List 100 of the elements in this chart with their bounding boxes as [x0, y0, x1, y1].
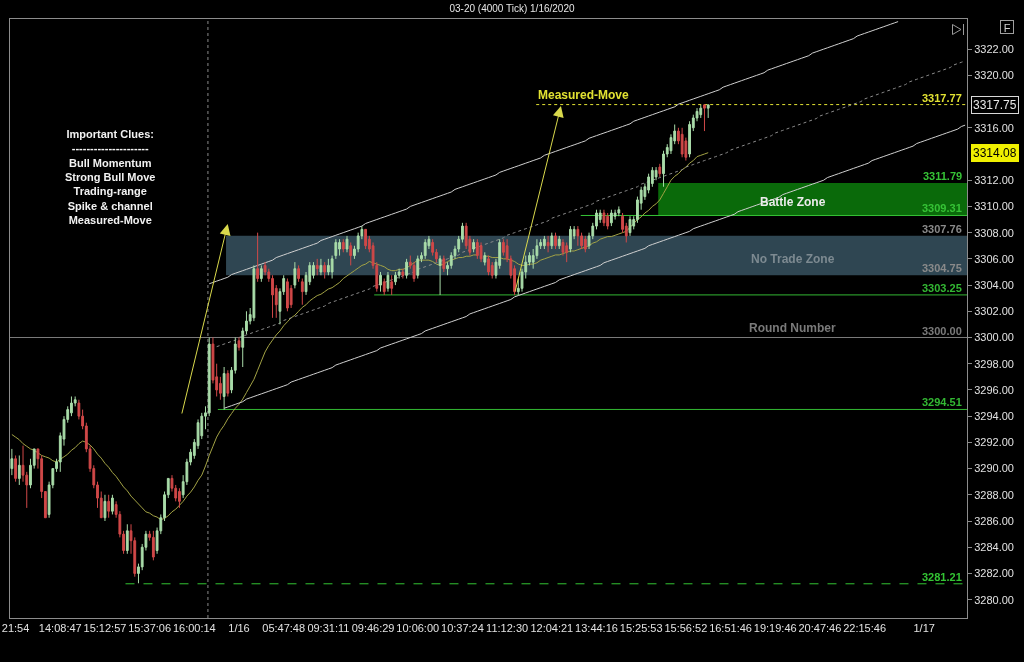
candlestick — [706, 104, 710, 119]
x-tick-label: 10:06:00 — [396, 622, 440, 635]
x-tick-label: 15:25:53 — [619, 622, 663, 635]
candlestick — [554, 232, 557, 250]
candlestick — [103, 494, 107, 522]
x-tick-label: 14:08:47 — [38, 622, 82, 635]
candlestick — [178, 487, 181, 509]
candlestick — [483, 251, 487, 266]
y-tick-label: 3280.00 — [974, 593, 1014, 606]
y-tick-label: 3300.00 — [974, 331, 1014, 344]
candlestick — [583, 235, 587, 253]
x-tick-label: 16:00:14 — [172, 622, 216, 635]
annotation: 3304.75 — [922, 262, 962, 274]
candlestick — [569, 225, 572, 253]
candlestick — [438, 255, 442, 296]
candlestick — [222, 366, 226, 411]
candlestick — [256, 232, 260, 283]
candlestick — [300, 278, 304, 306]
candlestick — [286, 278, 289, 312]
line-series — [208, 21, 899, 285]
annotation: 3303.25 — [922, 282, 962, 294]
chart-title: 03-20 (4000 Tick) 1/16/2020 — [449, 2, 575, 14]
ref-line-label: Round Number — [749, 321, 836, 335]
line-series — [216, 60, 966, 348]
x-tick-label: 1/17 — [913, 622, 935, 635]
x-tick-label: 12:04:21 — [530, 622, 574, 635]
y-tick-label: 3302.00 — [974, 305, 1014, 318]
candlestick — [349, 241, 353, 266]
candlestick — [565, 241, 569, 263]
x-tick-label: 05:47:48 — [262, 622, 306, 635]
candlestick — [393, 271, 397, 286]
y-tick-label: 3320.00 — [974, 69, 1014, 82]
text: 3317.75 — [973, 98, 1017, 112]
candlestick — [386, 271, 390, 293]
y-tick-label: 3306.00 — [974, 252, 1014, 265]
x-tick-label: 19:19:46 — [753, 622, 797, 635]
candlestick — [107, 494, 111, 519]
candlestick — [226, 369, 230, 397]
candlestick — [557, 235, 561, 250]
y-tick-label: 3282.00 — [974, 567, 1014, 580]
candlestick — [382, 278, 386, 296]
candlestick — [606, 212, 610, 230]
y-tick-label: 3298.00 — [974, 357, 1014, 370]
band-label: Battle Zone — [760, 195, 826, 209]
candlestick — [17, 454, 21, 486]
y-tick-label: 3286.00 — [974, 514, 1014, 527]
text: 3314.08 — [973, 146, 1017, 160]
y-tick-label: 3296.00 — [974, 383, 1014, 396]
candlestick — [10, 448, 14, 476]
candlestick — [323, 261, 327, 280]
candlestick — [680, 127, 684, 158]
candlestick — [475, 238, 479, 260]
candlestick — [609, 209, 613, 227]
y-tick-label: 3322.00 — [974, 43, 1014, 55]
annotation: 3294.51 — [922, 396, 962, 408]
candlestick — [416, 255, 420, 280]
candlestick — [151, 530, 155, 561]
y-tick-label: 3304.00 — [974, 278, 1014, 291]
candlestick — [487, 255, 490, 276]
x-tick-label: 1/16 — [228, 622, 250, 635]
y-tick-label: 3292.00 — [974, 436, 1014, 449]
candlestick — [617, 205, 621, 217]
annotation: 3281.21 — [922, 571, 962, 583]
candlestick — [602, 209, 606, 227]
annotation: 3311.79 — [923, 170, 963, 182]
x-tick-label: 22:15:46 — [843, 622, 887, 635]
candlestick — [297, 264, 300, 283]
y-tick-label: 3288.00 — [974, 488, 1014, 501]
candlestick — [364, 228, 368, 250]
candlestick — [14, 454, 17, 483]
y-tick-label: 3290.00 — [974, 462, 1014, 475]
y-tick-label: 3316.00 — [974, 121, 1014, 134]
candlestick — [125, 523, 129, 555]
candlestick — [405, 258, 408, 280]
annotation: 3317.77 — [922, 92, 962, 104]
x-tick-label: 09:46:29 — [351, 622, 395, 635]
candlestick — [390, 274, 394, 296]
candlestick — [326, 258, 330, 276]
candlestick — [252, 264, 256, 322]
candlestick — [576, 225, 580, 247]
y-tick-label: 3312.00 — [974, 174, 1014, 187]
x-tick-label: 20:47:46 — [798, 622, 842, 635]
candlestick — [479, 241, 483, 263]
candlestick — [341, 238, 345, 253]
candlestick — [319, 258, 323, 276]
x-tick-label: 16:51:46 — [709, 622, 752, 635]
x-tick-label: 09:31:11 — [307, 622, 350, 635]
y-tick-label: 3310.00 — [974, 200, 1014, 213]
annotation: Important Clues: --------------------- Bull Momentum Strong Bull Move Trading-range Spike & channel Measured-Move — [65, 128, 156, 226]
candlestick — [703, 104, 706, 132]
x-tick-label: 15:56:52 — [664, 622, 708, 635]
annotation: 3300.00 — [922, 325, 962, 337]
x-tick-label: 13:44:16 — [575, 622, 618, 635]
candlestick — [546, 235, 550, 253]
candlestick — [379, 271, 382, 293]
x-tick-label: 21:54 — [1, 622, 30, 635]
candlestick — [628, 215, 632, 237]
candlestick — [401, 268, 405, 280]
y-tick-label: 3308.00 — [974, 226, 1014, 239]
candlestick — [472, 238, 476, 253]
